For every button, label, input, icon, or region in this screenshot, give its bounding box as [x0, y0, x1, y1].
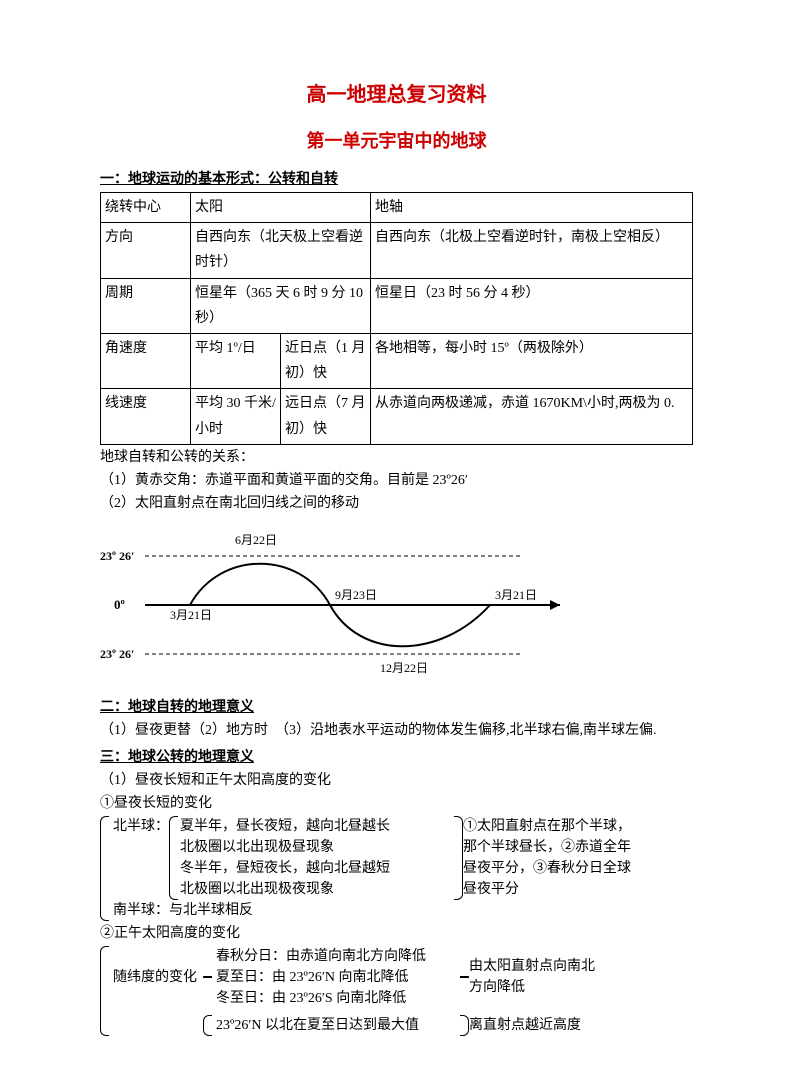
- north-left-col: 夏半年，昼长夜短，越向北昼越长 北极圈以北出现极昼现象 冬半年，昼短夜长，越向北…: [180, 816, 450, 900]
- bracket-right-icon: [460, 1015, 469, 1036]
- relation-line: 地球自转和公转的关系：: [100, 447, 693, 468]
- svg-text:23º 26′: 23º 26′: [100, 647, 134, 661]
- south-line: 南半球：与北半球相反: [113, 900, 693, 921]
- main-title: 高一地理总复习资料: [100, 80, 693, 110]
- svg-text:6月22日: 6月22日: [235, 533, 277, 547]
- section1-heading: 一：地球运动的基本形式：公转和自转: [100, 169, 693, 190]
- table-cell: 恒星年（365 天 6 时 9 分 10 秒）: [191, 278, 371, 333]
- list-item: 由太阳直射点向南北: [469, 956, 693, 977]
- list-item: 昼夜平分，③春秋分日全球: [463, 858, 693, 879]
- section3-intro: （1）昼夜长短和正午太阳高度的变化: [100, 770, 693, 791]
- bracket-left-icon: [100, 816, 109, 921]
- table-cell: 平均 30 千米/小时: [191, 389, 281, 444]
- table-row: 周期恒星年（365 天 6 时 9 分 10 秒）恒星日（23 时 56 分 4…: [101, 278, 693, 333]
- noonalt-block: 随纬度的变化 春秋分日：由赤道向南北方向降低 夏至日：由 23º26′N 向南北…: [100, 946, 693, 1036]
- table-cell: 各地相等，每小时 15º（两极除外）: [371, 333, 693, 388]
- motion-table: 绕转中心太阳地轴方向自西向东（北天极上空看逆时针）自西向东（北极上空看逆时针，南…: [100, 192, 693, 445]
- list-item: 昼夜平分: [463, 879, 693, 900]
- table-cell: 方向: [101, 223, 191, 278]
- svg-text:3月21日: 3月21日: [170, 608, 212, 622]
- list-item: 冬至日：由 23º26′S 向南北降低: [216, 988, 456, 1009]
- svg-text:12月22日: 12月22日: [380, 661, 428, 675]
- list-item: 夏半年，昼长夜短，越向北昼越长: [180, 816, 450, 837]
- table-cell: 从赤道向两极递减，赤道 1670KM\小时,两极为 0.: [371, 389, 693, 444]
- table-row: 线速度平均 30 千米/小时远日点（7 月初）快从赤道向两极递减，赤道 1670…: [101, 389, 693, 444]
- alt-right-col: 由太阳直射点向南北 方向降低: [469, 956, 693, 998]
- list-item: 春秋分日：由赤道向南北方向降低: [216, 946, 456, 967]
- sub2-label: ②正午太阳高度的变化: [100, 923, 693, 944]
- list-item: 夏至日：由 23º26′N 向南北降低: [216, 967, 456, 988]
- svg-text:3月21日: 3月21日: [495, 588, 537, 602]
- subsolar-diagram: 23º 26′ 0º 23º 26′ 3月21日 6月22日 9月23日 3月21日 12月2…: [100, 520, 693, 687]
- section3-heading: 三：地球公转的地理意义: [100, 747, 693, 768]
- unit-title: 第一单元宇宙中的地球: [100, 128, 693, 155]
- north-right-col: ①太阳直射点在那个半球， 那个半球昼长，②赤道全年 昼夜平分，③春秋分日全球 昼…: [463, 816, 693, 900]
- section2-heading: 二：地球自转的地理意义: [100, 697, 693, 718]
- table-cell: 线速度: [101, 389, 191, 444]
- bottom-right-line: 离直射点越近高度: [469, 1015, 693, 1036]
- bracket-left-icon: [169, 816, 178, 900]
- table-cell: 绕转中心: [101, 193, 191, 223]
- table-cell: 地轴: [371, 193, 693, 223]
- table-cell: 近日点（1 月初）快: [281, 333, 371, 388]
- table-cell: 平均 1º/日: [191, 333, 281, 388]
- table-row: 角速度平均 1º/日近日点（1 月初）快各地相等，每小时 15º（两极除外）: [101, 333, 693, 388]
- document-page: 高一地理总复习资料 第一单元宇宙中的地球 一：地球运动的基本形式：公转和自转 绕…: [0, 0, 793, 1078]
- table-row: 绕转中心太阳地轴: [101, 193, 693, 223]
- list-item: 北极圈以北出现极昼现象: [180, 837, 450, 858]
- subsolar-line: （2）太阳直射点在南北回归线之间的移动: [100, 493, 693, 514]
- list-item: ①太阳直射点在那个半球，: [463, 816, 693, 837]
- section2-line: （1）昼夜更替（2）地方时 （3）沿地表水平运动的物体发生偏移,北半球右偏,南半…: [100, 720, 693, 741]
- bottom-left-line: 23º26′N 以北在夏至日达到最大值: [216, 1015, 456, 1036]
- table-cell: 自西向东（北天极上空看逆时针）: [191, 223, 371, 278]
- table-cell: 角速度: [101, 333, 191, 388]
- svg-text:23º 26′: 23º 26′: [100, 549, 134, 563]
- daylength-block: 北半球： 夏半年，昼长夜短，越向北昼越长 北极圈以北出现极昼现象 冬半年，昼短夜…: [100, 816, 693, 921]
- list-item: 北极圈以北出现极夜现象: [180, 879, 450, 900]
- list-item: 方向降低: [469, 977, 693, 998]
- list-item: 冬半年，昼短夜长，越向北昼越短: [180, 858, 450, 879]
- table-row: 方向自西向东（北天极上空看逆时针）自西向东（北极上空看逆时针，南极上空相反）: [101, 223, 693, 278]
- table-cell: 恒星日（23 时 56 分 4 秒）: [371, 278, 693, 333]
- svg-text:9月23日: 9月23日: [335, 588, 377, 602]
- table-cell: 周期: [101, 278, 191, 333]
- bracket-left-icon: [203, 1015, 212, 1036]
- list-item: 那个半球昼长，②赤道全年: [463, 837, 693, 858]
- alt-left-col: 春秋分日：由赤道向南北方向降低 夏至日：由 23º26′N 向南北降低 冬至日：…: [216, 946, 456, 1009]
- bracket-right-icon: [460, 976, 469, 978]
- north-label: 北半球：: [113, 816, 169, 900]
- lead-label: 随纬度的变化: [113, 967, 203, 988]
- svg-text:0º: 0º: [114, 597, 125, 612]
- subsolar-svg: 23º 26′ 0º 23º 26′ 3月21日 6月22日 9月23日 3月21日 12月2…: [100, 520, 570, 680]
- after-table-lines: 地球自转和公转的关系： （1）黄赤交角：赤道平面和黄道平面的交角。目前是 23º…: [100, 447, 693, 514]
- bracket-left-icon: [203, 976, 212, 978]
- table-cell: 自西向东（北极上空看逆时针，南极上空相反）: [371, 223, 693, 278]
- obliquity-line: （1）黄赤交角：赤道平面和黄道平面的交角。目前是 23º26′: [100, 470, 693, 491]
- table-cell: 远日点（7 月初）快: [281, 389, 371, 444]
- table-cell: 太阳: [191, 193, 371, 223]
- bracket-left-icon: [100, 946, 109, 1036]
- sub1-label: ①昼夜长短的变化: [100, 793, 693, 814]
- bracket-right-icon: [454, 816, 463, 900]
